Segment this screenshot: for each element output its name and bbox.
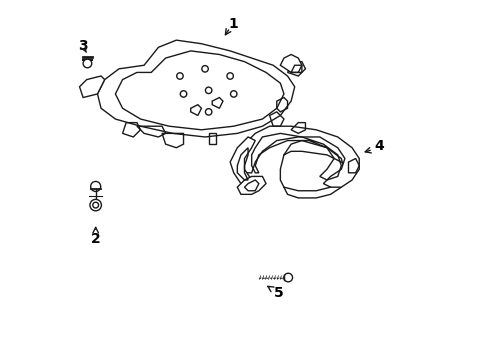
Text: 2: 2 <box>91 232 101 246</box>
Text: 4: 4 <box>373 139 383 153</box>
Text: 3: 3 <box>78 39 88 53</box>
Circle shape <box>83 59 92 68</box>
Circle shape <box>284 273 292 282</box>
Circle shape <box>90 181 101 192</box>
Polygon shape <box>280 140 344 198</box>
Polygon shape <box>237 176 265 194</box>
Text: 1: 1 <box>228 17 238 31</box>
Polygon shape <box>287 62 305 76</box>
Circle shape <box>90 199 101 211</box>
Text: 5: 5 <box>273 286 283 300</box>
Polygon shape <box>280 54 301 72</box>
Polygon shape <box>80 76 104 98</box>
Polygon shape <box>230 137 255 187</box>
Polygon shape <box>97 40 294 137</box>
Polygon shape <box>241 126 359 187</box>
